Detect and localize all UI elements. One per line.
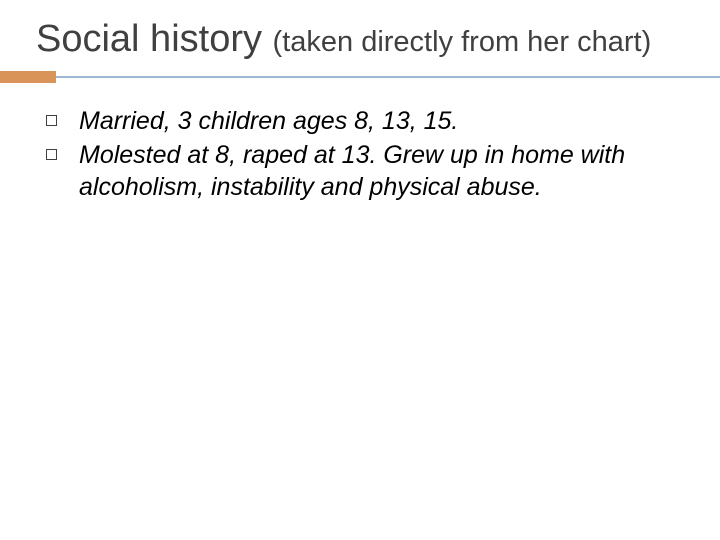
accent-block: [0, 71, 56, 83]
bullet-marker-icon: [46, 149, 57, 160]
accent-line: [56, 76, 720, 78]
list-item: Molested at 8, raped at 13. Grew up in h…: [46, 139, 684, 203]
slide: Social history (taken directly from her …: [0, 0, 720, 540]
title-sub: (taken directly from her chart): [273, 26, 652, 58]
bullet-list: Married, 3 children ages 8, 13, 15. Mole…: [36, 105, 684, 203]
bullet-text: Married, 3 children ages 8, 13, 15.: [79, 105, 458, 137]
accent-bar: [36, 71, 684, 83]
title-main: Social history: [36, 18, 273, 60]
bullet-text: Molested at 8, raped at 13. Grew up in h…: [79, 139, 684, 203]
list-item: Married, 3 children ages 8, 13, 15.: [46, 105, 684, 137]
bullet-marker-icon: [46, 115, 57, 126]
title-block: Social history (taken directly from her …: [36, 18, 684, 67]
